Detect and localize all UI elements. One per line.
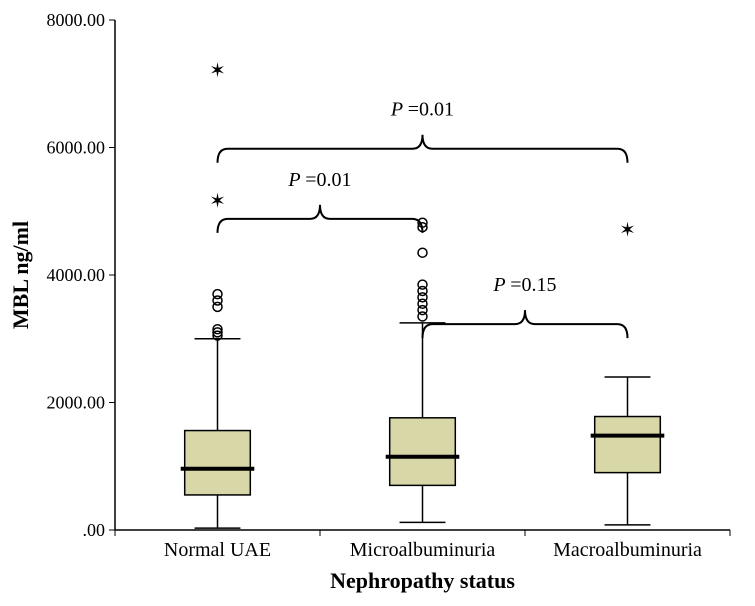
chart-bg — [0, 0, 755, 606]
x-category-label: Normal UAE — [164, 539, 271, 561]
boxplot-chart: .00 2000.00 4000.00 6000.00 8000.00 MBL ng/ml… — [0, 0, 755, 606]
x-axis-title: Nephropathy status — [330, 568, 515, 593]
outlier-star: ✶ — [209, 191, 226, 213]
y-tick-label: 6000.00 — [47, 138, 106, 158]
x-category-label: Microalbuminuria — [350, 539, 496, 561]
y-tick-label: 4000.00 — [47, 265, 106, 285]
box — [185, 431, 251, 495]
outlier-star: ✶ — [209, 60, 226, 82]
outlier-star: ✶ — [619, 219, 636, 241]
y-tick-label: 2000.00 — [47, 393, 106, 413]
y-axis-title: MBL ng/ml — [8, 221, 33, 329]
p-value-label: P =0.01 — [287, 169, 351, 191]
x-category-label: Macroalbuminuria — [553, 539, 702, 561]
box — [390, 418, 456, 486]
y-tick-label: 8000.00 — [47, 10, 106, 30]
p-value-label: P =0.01 — [390, 99, 454, 121]
box — [595, 417, 661, 473]
p-value-label: P =0.15 — [492, 274, 556, 296]
y-tick-label: .00 — [83, 520, 106, 540]
